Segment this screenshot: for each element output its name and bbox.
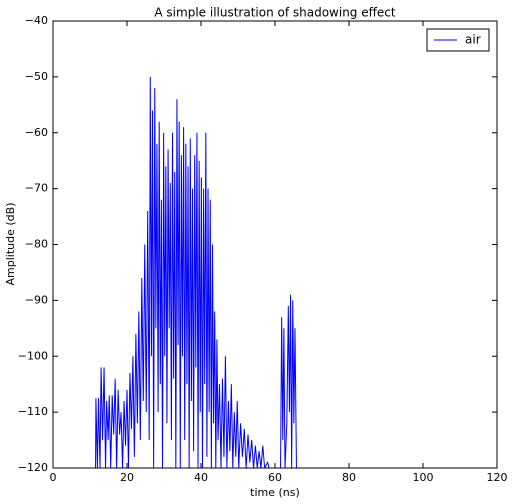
x-axis-label: time (ns): [250, 486, 300, 499]
y-tick-label: −120: [18, 461, 48, 474]
y-axis-label: Amplitude (dB): [4, 203, 17, 286]
y-tick-label: −50: [25, 70, 48, 83]
legend-box: [426, 28, 490, 52]
x-tick-label: 120: [487, 471, 508, 484]
x-tick-label: 60: [268, 471, 282, 484]
x-tick-label: 0: [50, 471, 57, 484]
y-tick-label: −60: [25, 126, 48, 139]
y-tick-label: −80: [25, 238, 48, 251]
x-tick-label: 40: [194, 471, 208, 484]
y-tick-label: −90: [25, 293, 48, 306]
y-tick-label: −110: [18, 405, 48, 418]
x-tick-label: 20: [120, 471, 134, 484]
x-tick-label: 80: [342, 471, 356, 484]
plot-frame: [52, 20, 498, 469]
y-tick-label: −40: [25, 14, 48, 27]
x-tick-label: 100: [413, 471, 434, 484]
legend-label: air: [465, 33, 481, 47]
data-line: [95, 76, 297, 468]
chart-title: A simple illustration of shadowing effec…: [154, 6, 395, 20]
y-tick-label: −70: [25, 182, 48, 195]
y-tick-label: −100: [18, 349, 48, 362]
